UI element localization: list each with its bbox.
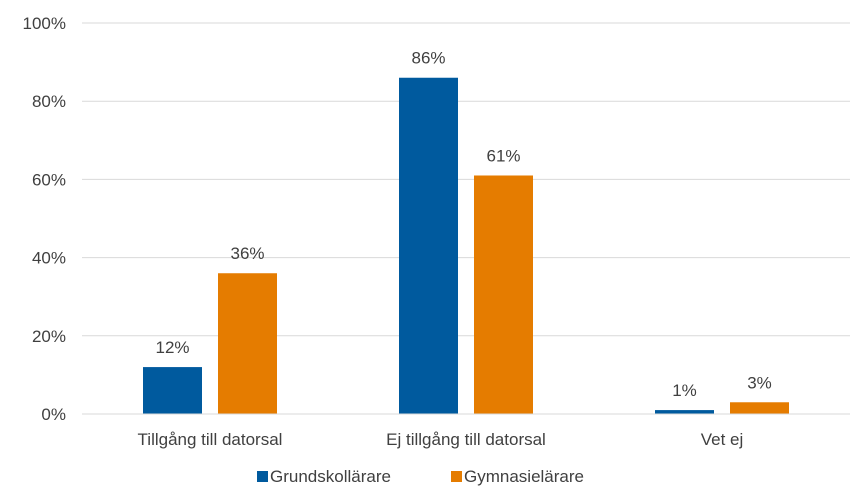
y-tick-label: 0% [41, 405, 66, 424]
data-label: 61% [486, 146, 520, 165]
bar [730, 402, 789, 414]
y-tick-label: 80% [32, 92, 66, 111]
data-label: 3% [747, 373, 772, 392]
data-label: 12% [155, 338, 189, 357]
data-label: 1% [672, 381, 697, 400]
bar [143, 367, 202, 414]
bar [218, 273, 277, 414]
x-tick-label: Ej tillgång till datorsal [386, 430, 546, 449]
y-tick-label: 100% [23, 14, 66, 33]
x-tick-label: Tillgång till datorsal [138, 430, 283, 449]
legend-swatch [257, 471, 268, 482]
data-label: 86% [411, 49, 445, 68]
legend-swatch [451, 471, 462, 482]
bar [655, 410, 714, 414]
y-tick-label: 60% [32, 170, 66, 189]
y-tick-label: 20% [32, 327, 66, 346]
bar [399, 77, 458, 415]
legend-label: Grundskollärare [270, 467, 391, 486]
data-label: 36% [230, 244, 264, 263]
legend-label: Gymnasielärare [464, 467, 584, 486]
y-tick-label: 40% [32, 249, 66, 268]
x-tick-label: Vet ej [701, 430, 744, 449]
bar [474, 175, 533, 414]
